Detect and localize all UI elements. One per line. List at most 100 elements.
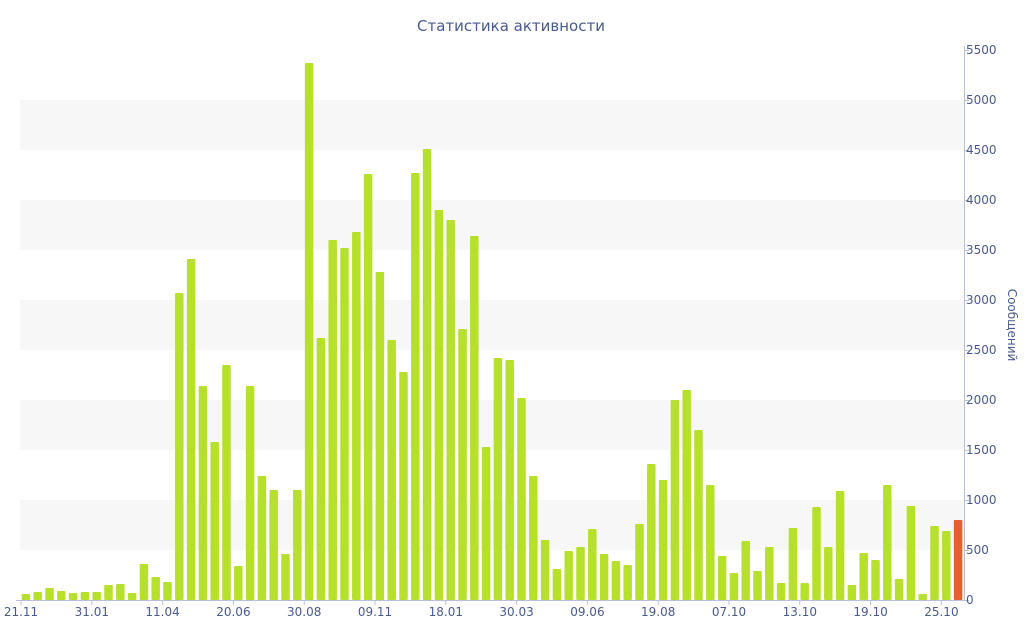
- y-tick-label: 5500: [966, 43, 997, 57]
- bar: [871, 560, 880, 600]
- bar: [623, 565, 632, 600]
- bar: [399, 372, 408, 600]
- x-tick-label: 19.08: [641, 605, 675, 619]
- x-tick-label: 13.10: [783, 605, 817, 619]
- bar: [859, 553, 868, 600]
- bar: [599, 554, 609, 600]
- bar: [753, 571, 762, 600]
- y-tick-label: 3000: [966, 293, 997, 307]
- y-tick-label: 4000: [966, 193, 997, 207]
- bar: [363, 174, 373, 600]
- bar: [647, 464, 656, 600]
- bar: [434, 210, 444, 600]
- grid-band: [20, 300, 964, 350]
- bar: [883, 485, 892, 600]
- grid-band: [20, 100, 964, 150]
- bar: [222, 365, 231, 600]
- bar: [564, 551, 573, 600]
- bar: [163, 582, 172, 600]
- bar: [741, 541, 750, 600]
- grid-bands: [20, 100, 964, 550]
- bar: [835, 491, 845, 600]
- bar: [812, 507, 821, 600]
- bar: [493, 358, 503, 600]
- bar: [45, 588, 54, 600]
- current-bar: [953, 520, 963, 600]
- x-tick-label: 09.06: [570, 605, 604, 619]
- bar: [729, 573, 739, 600]
- bar: [788, 528, 798, 600]
- bar: [847, 585, 857, 600]
- bar: [458, 329, 467, 600]
- bar: [906, 506, 916, 600]
- bar: [658, 480, 668, 600]
- y-tick-label: 2500: [966, 343, 997, 357]
- bar: [21, 594, 31, 600]
- y-tick-label: 1000: [966, 493, 997, 507]
- y-axis-label: Сообщений: [1005, 289, 1019, 362]
- bar: [127, 593, 137, 600]
- bar: [422, 149, 432, 600]
- bar: [824, 547, 833, 600]
- bar: [505, 360, 514, 600]
- bar: [33, 592, 42, 600]
- bar: [387, 340, 396, 600]
- bar: [104, 585, 113, 600]
- bar: [92, 592, 101, 600]
- bar: [776, 583, 786, 600]
- bars-group: [21, 63, 963, 600]
- bar: [918, 594, 927, 600]
- bar: [234, 566, 243, 600]
- x-tick-label: 18.01: [429, 605, 463, 619]
- bar: [635, 524, 644, 600]
- y-tick-label: 2000: [966, 393, 997, 407]
- bar: [328, 240, 337, 600]
- grid-band: [20, 500, 964, 550]
- bar: [694, 430, 703, 600]
- bar: [517, 398, 526, 600]
- y-tick-label: 1500: [966, 443, 997, 457]
- bar: [151, 577, 160, 600]
- y-tick-label: 500: [966, 543, 989, 557]
- bar: [540, 540, 550, 600]
- y-tick-label: 4500: [966, 143, 997, 157]
- y-tick-label: 5000: [966, 93, 997, 107]
- bar: [930, 526, 939, 600]
- bar: [257, 476, 267, 600]
- chart-title: Статистика активности: [417, 17, 605, 35]
- bar: [57, 591, 66, 600]
- bar: [352, 232, 361, 600]
- bar: [281, 554, 290, 600]
- x-axis-ticks: 21.11 31.01 11.04 20.06 30.08 09.11 18.01 30.03…: [4, 600, 959, 619]
- bar: [304, 63, 314, 600]
- y-axis-ticks: 0 500 1000 1500 2000 2500 3000 3500 4000 4500 5000…: [964, 43, 997, 607]
- bar: [68, 593, 78, 600]
- x-tick-label: 11.04: [145, 605, 179, 619]
- x-tick-label: 30.03: [499, 605, 533, 619]
- bar: [186, 259, 196, 600]
- bar: [446, 220, 455, 600]
- bar: [80, 592, 90, 600]
- x-tick-label: 30.08: [287, 605, 321, 619]
- bar: [269, 490, 278, 600]
- bar: [411, 173, 420, 600]
- bar: [529, 476, 538, 600]
- x-tick-label: 20.06: [216, 605, 250, 619]
- bar: [375, 272, 385, 600]
- bar: [139, 564, 149, 600]
- bar: [670, 400, 680, 600]
- bar: [245, 386, 255, 600]
- x-tick-label: 09.11: [358, 605, 392, 619]
- bar: [800, 583, 809, 600]
- bar: [706, 485, 715, 600]
- bar: [682, 390, 691, 600]
- bar: [717, 556, 727, 600]
- bar: [765, 547, 774, 600]
- x-tick-label: 19.10: [853, 605, 887, 619]
- bar: [942, 531, 951, 600]
- x-tick-label: 25.10: [924, 605, 958, 619]
- bar: [481, 447, 491, 600]
- bar: [588, 529, 597, 600]
